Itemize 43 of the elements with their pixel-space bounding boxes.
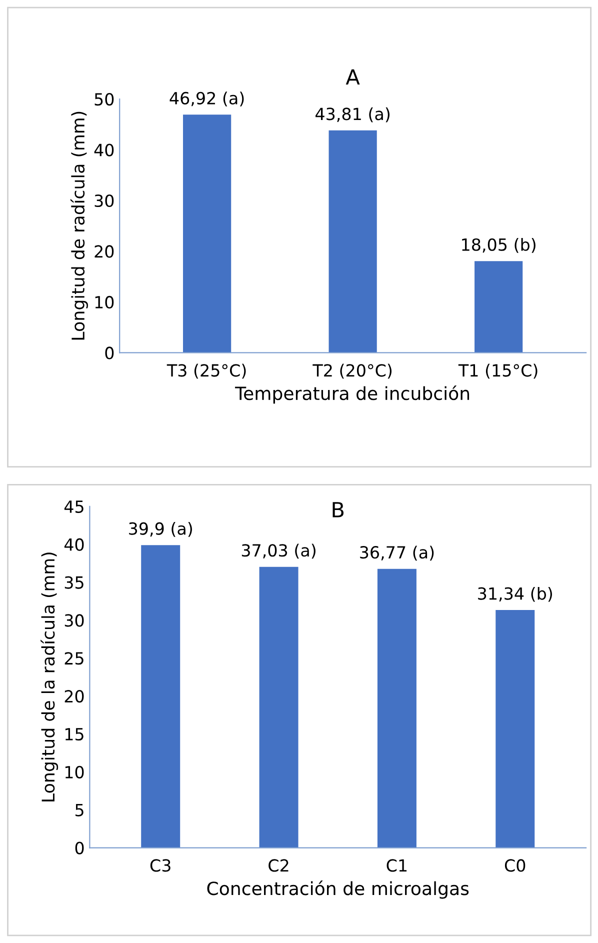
x-tick-label: T2 (20°C) [312,364,392,379]
x-axis-title: Concentración de microalgas [207,880,469,899]
data-label: 18,05 (b) [462,238,536,253]
y-tick-label: 45 [64,500,84,513]
data-label: 43,81 (a) [316,107,390,122]
bar [474,261,523,353]
x-tick-label: T3 (25°C) [166,364,246,379]
y-tick-label: 40 [64,538,84,551]
data-label: 39,9 (a) [129,522,192,537]
bar [183,114,232,353]
y-tick-label: 10 [65,766,84,778]
y-tick-label: 30 [64,614,84,627]
x-tick-label: C2 [268,859,288,872]
y-tick-label: 20 [94,245,114,258]
y-tick-label: 15 [65,728,84,741]
y-tick-label: 20 [64,690,84,703]
y-tick-label: 0 [75,842,84,854]
y-axis-title: Longitud de la radícula (mm) [40,552,58,802]
bar [377,568,416,848]
x-tick-label: T1 (15°C) [458,364,538,379]
y-tick-label: 50 [94,92,114,106]
chart-title: B [332,502,344,518]
bar [328,130,377,353]
x-axis-title: Temperatura de incubción [235,385,470,404]
bar [141,545,180,848]
data-label: 46,92 (a) [170,92,244,106]
y-tick-label: 0 [105,346,114,360]
data-label: 31,34 (b) [478,586,552,602]
y-tick-label: 40 [94,144,114,156]
y-tick-label: 10 [95,296,114,309]
bar [259,566,298,848]
x-tick-label: C1 [386,859,407,872]
y-axis-title: Longitud de radícula (mm) [70,112,88,340]
data-label: 37,03 (a) [242,544,316,559]
y-tick-label: 35 [64,576,84,589]
chart-title: A [346,69,360,85]
y-tick-label: 5 [76,804,84,816]
y-tick-label: 25 [64,652,84,665]
bar [496,610,535,848]
data-label: 36,77 (a) [360,546,434,561]
x-tick-label: C3 [150,859,170,872]
x-tick-label: C0 [504,859,526,872]
y-tick-label: 30 [94,194,114,208]
